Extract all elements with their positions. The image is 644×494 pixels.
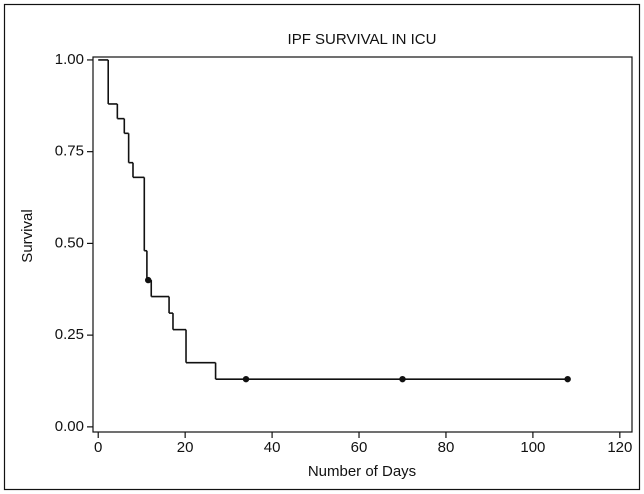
y-tick-label: 0.00 xyxy=(55,418,84,435)
x-tick-label: 80 xyxy=(438,439,455,456)
chart-title: IPF SURVIVAL IN ICU xyxy=(288,31,437,48)
censor-mark xyxy=(399,375,406,383)
y-axis-label: Survival xyxy=(19,209,36,262)
y-tick-label: 0.75 xyxy=(55,143,84,160)
censor-mark xyxy=(145,276,152,284)
x-tick-label: 120 xyxy=(607,439,632,456)
plot-frame xyxy=(92,56,633,433)
y-tick-label: 1.00 xyxy=(55,51,84,68)
x-tick-label: 20 xyxy=(177,439,194,456)
x-tick-label: 100 xyxy=(520,439,545,456)
x-tick-label: 40 xyxy=(264,439,281,456)
x-tick-label: 0 xyxy=(94,439,102,456)
y-tick-label: 0.25 xyxy=(55,326,84,343)
x-axis-label: Number of Days xyxy=(308,463,416,480)
outer-frame xyxy=(3,3,641,491)
y-tick-label: 0.50 xyxy=(55,234,84,251)
censor-mark xyxy=(242,375,250,383)
censor-mark xyxy=(564,375,571,383)
x-tick-label: 60 xyxy=(351,439,368,456)
